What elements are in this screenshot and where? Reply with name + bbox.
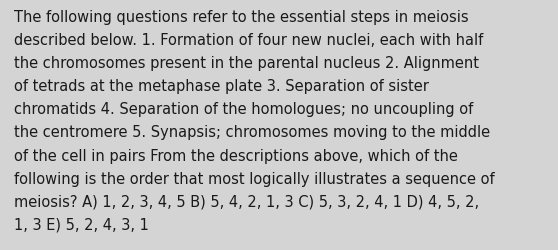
Text: chromatids 4. Separation of the homologues; no uncoupling of: chromatids 4. Separation of the homologu… bbox=[14, 102, 473, 117]
Text: following is the order that most logically illustrates a sequence of: following is the order that most logical… bbox=[14, 171, 494, 186]
Text: meiosis? A) 1, 2, 3, 4, 5 B) 5, 4, 2, 1, 3 C) 5, 3, 2, 4, 1 D) 4, 5, 2,: meiosis? A) 1, 2, 3, 4, 5 B) 5, 4, 2, 1,… bbox=[14, 194, 479, 209]
Text: of the cell in pairs From the descriptions above, which of the: of the cell in pairs From the descriptio… bbox=[14, 148, 458, 163]
Text: The following questions refer to the essential steps in meiosis: The following questions refer to the ess… bbox=[14, 10, 469, 25]
Text: the centromere 5. Synapsis; chromosomes moving to the middle: the centromere 5. Synapsis; chromosomes … bbox=[14, 125, 490, 140]
Text: described below. 1. Formation of four new nuclei, each with half: described below. 1. Formation of four ne… bbox=[14, 33, 483, 48]
Text: of tetrads at the metaphase plate 3. Separation of sister: of tetrads at the metaphase plate 3. Sep… bbox=[14, 79, 429, 94]
Text: the chromosomes present in the parental nucleus 2. Alignment: the chromosomes present in the parental … bbox=[14, 56, 479, 71]
Text: 1, 3 E) 5, 2, 4, 3, 1: 1, 3 E) 5, 2, 4, 3, 1 bbox=[14, 217, 149, 232]
